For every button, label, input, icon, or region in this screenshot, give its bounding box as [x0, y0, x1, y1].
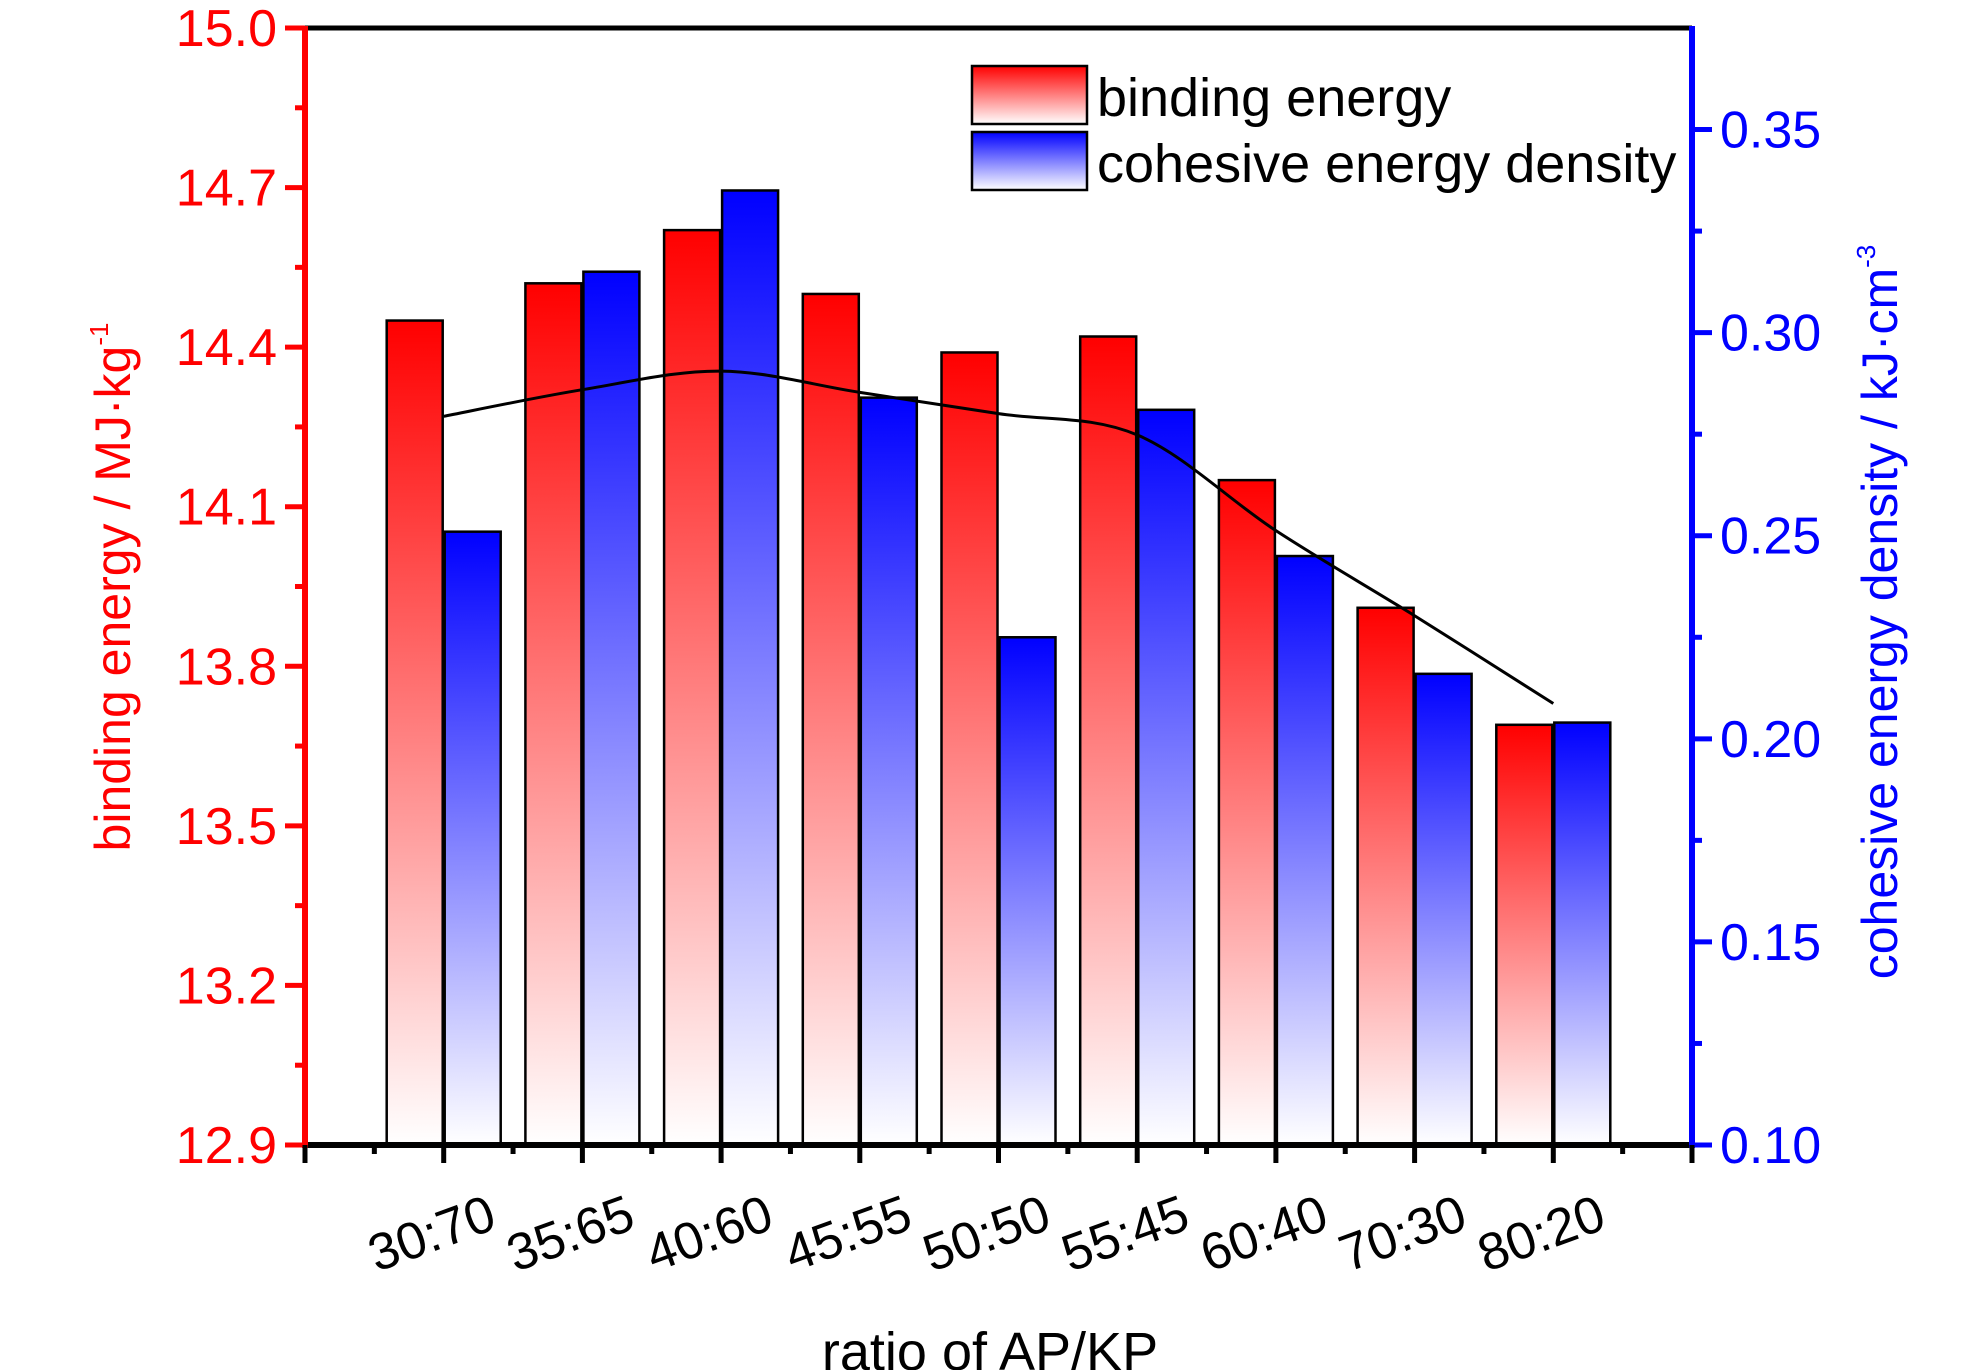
legend-label-cohesive-energy-density: cohesive energy density [1097, 134, 1676, 194]
x-tick-label-70-30: 70:30 [1332, 1185, 1474, 1284]
bar-binding-energy-60-40 [1217, 478, 1277, 1147]
bars-layer [385, 189, 1612, 1147]
bar-cohesive-energy-density-55-45 [1136, 408, 1196, 1147]
bar-cohesive-energy-density-70-30 [1414, 672, 1473, 1147]
left-tick-label-14-7: 14.7 [176, 160, 277, 218]
x-tick-label-80-20: 80:20 [1470, 1185, 1612, 1284]
right-axis-title-main: cohesive energy density / kJ·cm [1852, 268, 1908, 979]
left-axis-ticks: 12.9 13.2 13.5 13.8 14.1 14.4 14.7 15.0 [176, 0, 305, 1175]
bar-cohesive-energy-density-80-20 [1553, 721, 1612, 1147]
x-tick-label-30-70: 30:70 [361, 1185, 503, 1284]
x-tick-label-40-60: 40:60 [638, 1185, 780, 1284]
left-tick-label-14-1: 14.1 [176, 479, 277, 537]
trend-line [443, 369, 1555, 705]
bar-binding-energy-50-50 [940, 351, 999, 1147]
bar-cohesive-energy-density-40-60 [720, 189, 780, 1147]
legend-label-binding-energy: binding energy [1097, 68, 1451, 128]
right-axis-ticks: 0.10 0.15 0.20 0.25 0.30 0.35 [1692, 102, 1821, 1175]
bar-binding-energy-40-60 [662, 228, 722, 1147]
right-axis-title-sup: -3 [1851, 245, 1881, 268]
left-tick-label-13-5: 13.5 [176, 798, 277, 856]
bar-cohesive-energy-density-30-70 [443, 530, 502, 1147]
bar-binding-energy-45-55 [801, 292, 861, 1147]
left-axis-title-sup: -1 [84, 323, 114, 346]
bar-binding-energy-70-30 [1356, 606, 1415, 1147]
right-tick-label-0-20: 0.20 [1720, 711, 1821, 769]
legend: binding energy cohesive energy density [970, 64, 1676, 194]
x-axis-title: ratio of AP/KP [822, 1322, 1158, 1370]
bar-cohesive-energy-density-60-40 [1275, 554, 1335, 1147]
bar-binding-energy-80-20 [1495, 723, 1554, 1147]
x-axis-ticks: 30:7035:6540:6045:5550:5055:4560:4070:30… [302, 1145, 1695, 1284]
bar-cohesive-energy-density-50-50 [998, 636, 1057, 1147]
bar-binding-energy-35-65 [524, 282, 583, 1147]
left-axis-title-main: binding energy / MJ·kg [85, 346, 141, 852]
left-tick-label-14-4: 14.4 [176, 319, 277, 377]
left-tick-label-13-2: 13.2 [176, 957, 277, 1015]
legend-swatch-binding-energy [970, 64, 1089, 126]
bar-binding-energy-30-70 [385, 319, 444, 1147]
bar-cohesive-energy-density-45-55 [859, 396, 919, 1147]
bar-binding-energy-55-45 [1078, 335, 1138, 1147]
x-tick-label-55-45: 55:45 [1054, 1185, 1196, 1284]
left-axis-title: binding energy / MJ·kg-1 [84, 323, 141, 852]
x-tick-label-50-50: 50:50 [916, 1185, 1058, 1284]
right-axis-title: cohesive energy density / kJ·cm-3 [1851, 245, 1908, 980]
x-tick-label-35-65: 35:65 [500, 1185, 642, 1284]
left-tick-label-15-0: 15.0 [176, 0, 277, 58]
x-tick-label-60-40: 60:40 [1193, 1185, 1335, 1284]
left-tick-label-12-9: 12.9 [176, 1117, 277, 1175]
right-tick-label-0-35: 0.35 [1720, 102, 1821, 160]
right-tick-label-0-30: 0.30 [1720, 305, 1821, 363]
right-tick-label-0-15: 0.15 [1720, 914, 1821, 972]
right-tick-label-0-25: 0.25 [1720, 508, 1821, 566]
bar-cohesive-energy-density-35-65 [582, 270, 641, 1147]
legend-swatch-cohesive-energy-density [970, 130, 1089, 192]
left-tick-label-13-8: 13.8 [176, 638, 277, 696]
right-tick-label-0-10: 0.10 [1720, 1117, 1821, 1175]
x-tick-label-45-55: 45:55 [777, 1185, 919, 1284]
